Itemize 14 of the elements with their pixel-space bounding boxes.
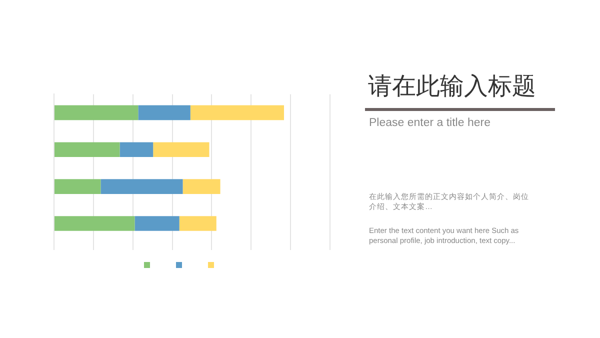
text: 请在此输入标题 [368,71,536,102]
bar [54,105,138,120]
bar [134,216,180,231]
bar [138,105,190,120]
bar [54,216,135,231]
bar [179,216,216,231]
bar [190,105,284,120]
bar [182,179,220,194]
bar [54,142,120,158]
bar [153,142,210,158]
bar [120,142,154,158]
bar [54,179,101,194]
text: Please enter a title here [369,117,490,129]
bar [100,179,183,194]
